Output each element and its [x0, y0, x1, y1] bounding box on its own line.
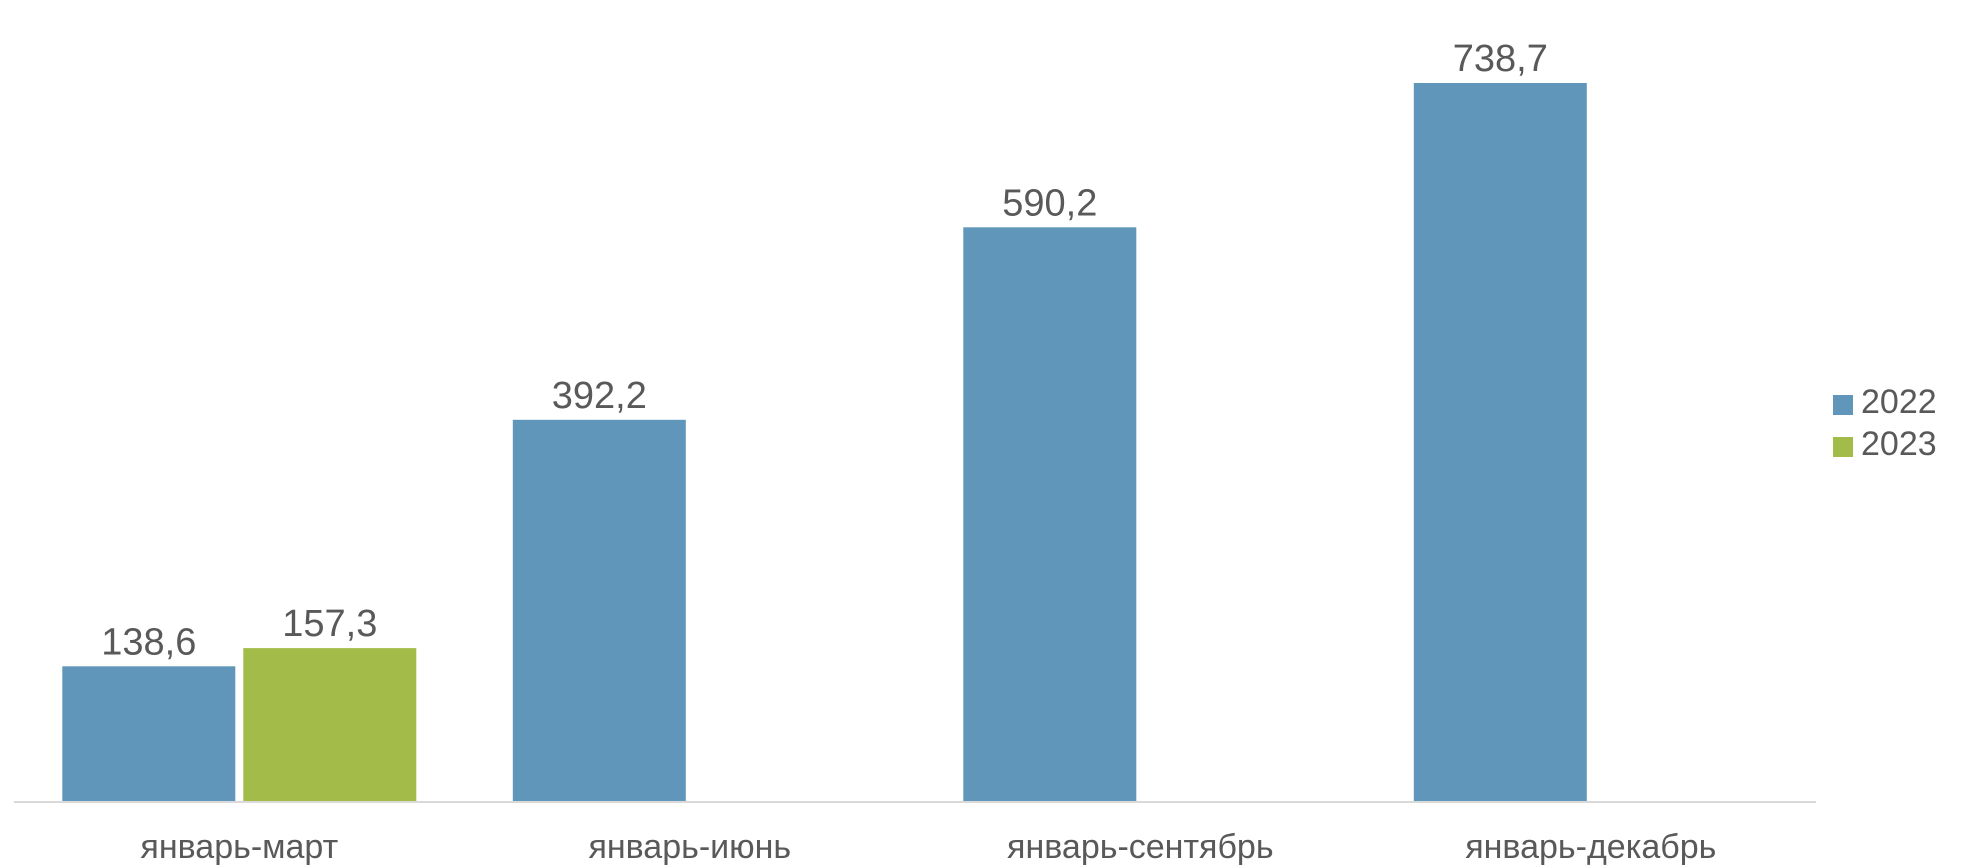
bar-2022-0: [62, 666, 236, 801]
x-tick-labels-layer: январь-март январь-июнь январь-сентябрь янв…: [140, 828, 1716, 866]
data-label-2023-0: 157,3: [282, 603, 377, 645]
data-labels-layer: 138,6 157,3 392,2 590,2 738,7: [101, 38, 1548, 663]
bar-2023-0: [243, 648, 417, 801]
bar-2022-2: [963, 227, 1137, 802]
x-tick-label-1: январь-июнь: [588, 828, 791, 866]
legend-label-2022: 2022: [1861, 383, 1937, 421]
bar-2022-1: [512, 419, 686, 801]
bar-2022-3: [1413, 83, 1587, 801]
legend: 2022 2023: [1833, 383, 1937, 463]
x-tick-label-2: январь-сентябрь: [1007, 828, 1274, 866]
legend-swatch-2022: [1833, 395, 1853, 415]
data-label-2022-3: 738,7: [1453, 38, 1548, 80]
data-label-2022-2: 590,2: [1002, 182, 1097, 224]
x-tick-label-0: январь-март: [140, 828, 338, 866]
x-tick-label-3: январь-декабрь: [1465, 828, 1716, 866]
bars-layer: [62, 83, 1587, 802]
data-label-2022-0: 138,6: [101, 621, 196, 663]
data-label-2022-1: 392,2: [552, 375, 647, 417]
legend-swatch-2023: [1833, 437, 1853, 457]
legend-label-2023: 2023: [1861, 425, 1937, 463]
